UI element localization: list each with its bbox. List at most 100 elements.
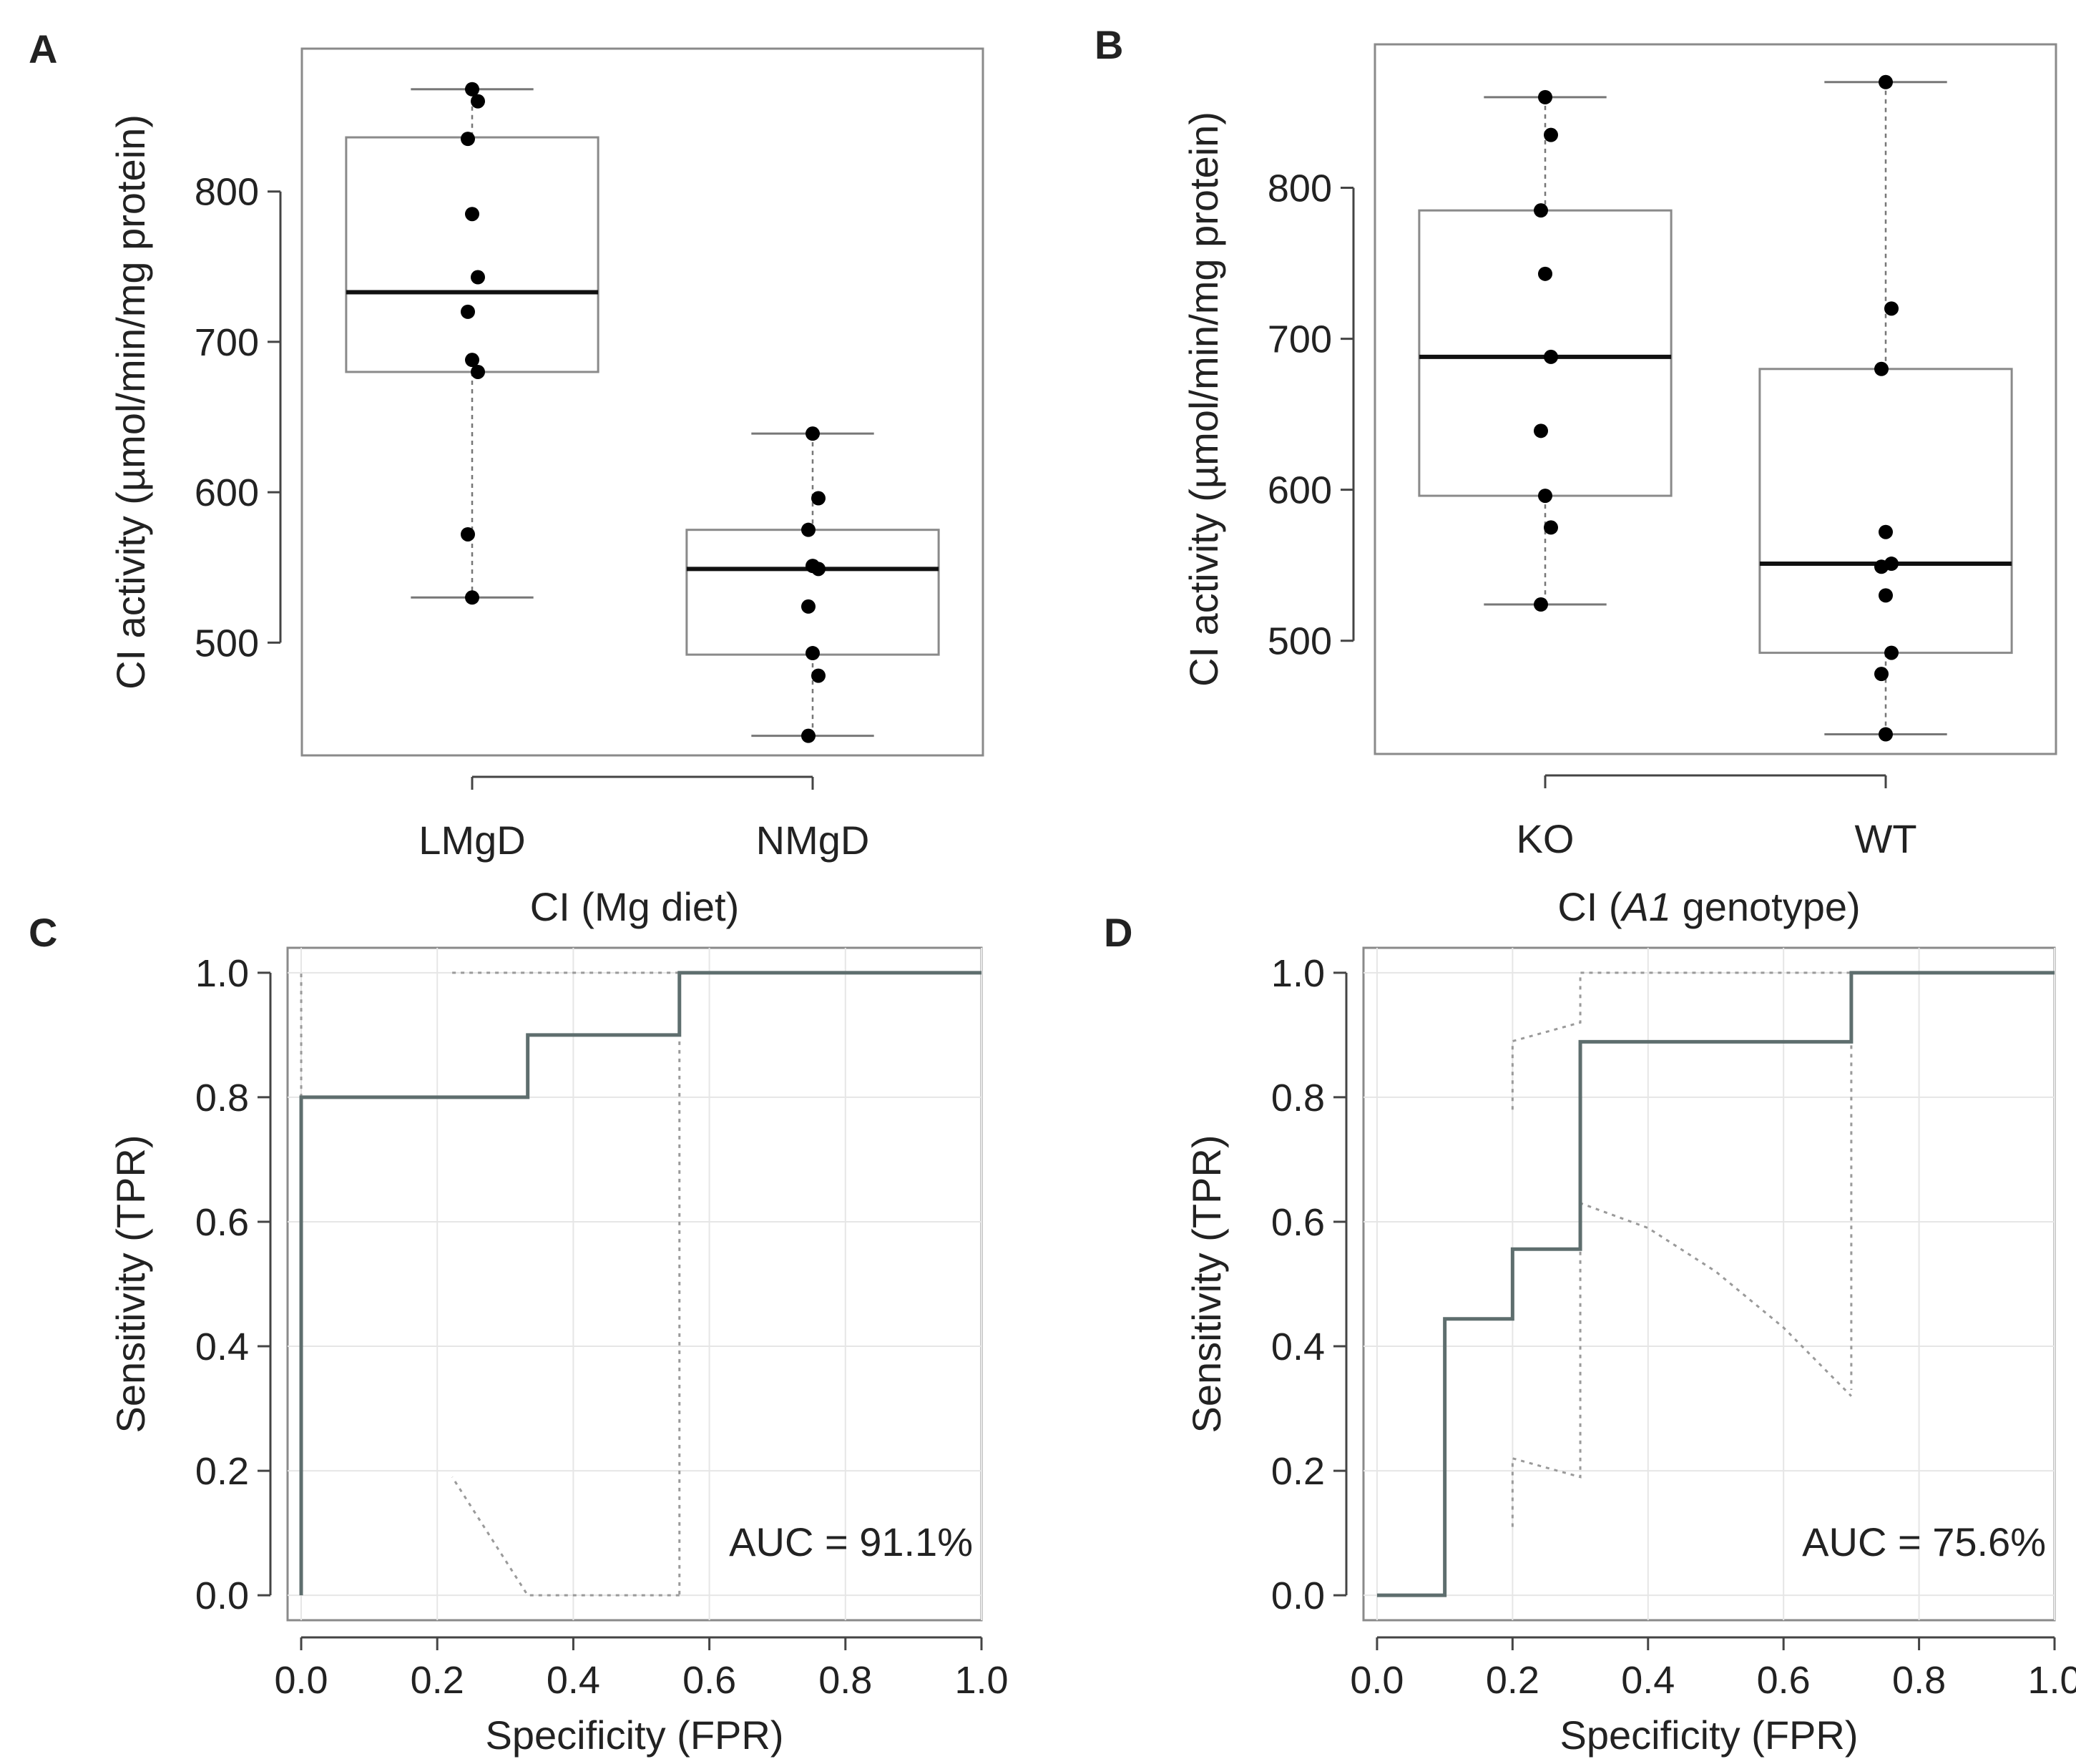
y-tick-label: 800 [1268, 167, 1332, 210]
title-part: genotype) [1671, 884, 1861, 929]
x-category-label: WT [1854, 816, 1916, 861]
panel-b: B 500 600 700 800 CI activity (µmol/min/mg pr… [1095, 22, 2057, 861]
data-point [1879, 588, 1893, 603]
y-tick-label: 1.0 [1271, 952, 1325, 995]
data-point [1879, 74, 1893, 89]
plot-frame [300, 47, 984, 757]
x-tick-label: 0.8 [1892, 1659, 1946, 1702]
plot-frame [1374, 43, 2057, 755]
y-tick-label: 0.4 [195, 1326, 249, 1368]
x-category-label: LMgD [418, 818, 525, 863]
y-tick-label: 0.0 [195, 1574, 249, 1617]
y-tick-label: 800 [195, 171, 259, 214]
panel-letter: B [1095, 22, 1123, 67]
y-tick-label: 500 [195, 622, 259, 665]
data-point [801, 599, 816, 614]
y-tick-label: 1.0 [195, 952, 249, 995]
panel-letter: C [29, 910, 57, 955]
y-tick-label: 600 [1268, 469, 1332, 512]
x-tick-label: 0.8 [818, 1659, 872, 1702]
data-point [1879, 727, 1893, 742]
x-axis-label: Specificity (FPR) [486, 1712, 784, 1758]
data-point [471, 94, 485, 109]
data-point [461, 304, 475, 319]
data-point [1874, 559, 1889, 574]
title-part: CI ( [1557, 884, 1622, 929]
data-point [461, 526, 475, 542]
data-point [1884, 645, 1899, 660]
x-tick-label: 0.0 [1350, 1659, 1404, 1702]
data-point [1538, 89, 1552, 104]
data-point [1544, 127, 1558, 142]
data-point [1534, 597, 1548, 612]
data-point [1544, 349, 1558, 364]
roc-curve [299, 971, 981, 1596]
panel-a: A 500 600 700 800 CI activity (µmol/min/mg pr… [29, 26, 984, 863]
plot-title: CI (Mg diet) [530, 884, 740, 929]
y-tick-label: 0.4 [1271, 1326, 1325, 1368]
y-tick-label: 0.2 [1271, 1450, 1325, 1493]
x-axis-label: Specificity (FPR) [1560, 1712, 1859, 1758]
x-tick-label: 0.6 [1757, 1659, 1811, 1702]
panel-c: C CI (Mg diet) 0.0 0.2 0.4 0.6 0.8 1.0 0.0 0.2 0.4… [29, 884, 1009, 1758]
data-point [461, 132, 475, 147]
x-tick-label: 0.4 [547, 1659, 600, 1702]
y-tick-label: 0.0 [1271, 1574, 1325, 1617]
data-point [1534, 203, 1548, 218]
data-point [1538, 489, 1552, 504]
data-point [1544, 520, 1558, 535]
data-point [806, 426, 820, 441]
data-point [801, 522, 816, 537]
title-part: CI (Mg diet) [530, 884, 740, 929]
y-tick-label: 0.2 [195, 1450, 249, 1493]
plot-title: CI (A1 genotype) [1557, 884, 1860, 929]
roc-curve [1376, 971, 2055, 1597]
box-nmgd [685, 432, 940, 738]
x-tick-label: 1.0 [954, 1659, 1008, 1702]
data-point [465, 353, 479, 368]
x-tick-label: 0.4 [1621, 1659, 1675, 1702]
data-point [465, 207, 479, 222]
data-point [465, 82, 479, 97]
data-point [1884, 301, 1899, 316]
data-point [1538, 266, 1552, 281]
y-tick-label: 700 [195, 321, 259, 364]
y-tick-label: 0.6 [1271, 1201, 1325, 1244]
y-tick-label: 500 [1268, 620, 1332, 663]
data-point [801, 728, 816, 743]
box-iqr [1758, 368, 2013, 655]
y-tick-label: 0.8 [195, 1077, 249, 1119]
y-axis-label: Sensitivity (TPR) [108, 1135, 153, 1434]
x-category-label: KO [1517, 816, 1575, 861]
y-axis-label: CI activity (µmol/min/mg protein) [1181, 112, 1226, 687]
data-point [471, 270, 485, 285]
panel-letter: A [29, 26, 57, 72]
data-point [1534, 423, 1548, 438]
data-point [1879, 524, 1893, 539]
confidence-band [451, 1476, 680, 1597]
data-point [811, 562, 826, 577]
y-axis-label: Sensitivity (TPR) [1184, 1135, 1229, 1434]
y-tick-label: 600 [195, 471, 259, 514]
y-tick-label: 0.8 [1271, 1077, 1325, 1119]
data-point [1874, 667, 1889, 682]
box-lmgd [345, 88, 599, 599]
x-tick-label: 1.0 [2027, 1659, 2076, 1702]
box-wt [1758, 81, 2013, 736]
y-tick-label: 0.6 [195, 1201, 249, 1244]
confidence-band [1511, 1201, 1852, 1527]
box-iqr [685, 529, 940, 656]
data-point [1874, 361, 1889, 376]
x-category-label: NMgD [756, 818, 870, 863]
panel-d: D CI (A1 genotype) 0.0 0.2 0.4 0.6 0.8 1.0 0.0 0.… [1104, 884, 2076, 1758]
data-point [471, 364, 485, 379]
x-tick-label: 0.6 [682, 1659, 736, 1702]
auc-annotation: AUC = 75.6% [1802, 1519, 2046, 1564]
box-iqr [345, 136, 599, 373]
x-tick-label: 0.2 [411, 1659, 464, 1702]
title-part: A1 [1620, 884, 1672, 929]
auc-annotation: AUC = 91.1% [729, 1519, 973, 1564]
x-tick-label: 0.0 [274, 1659, 328, 1702]
x-tick-label: 0.2 [1486, 1659, 1539, 1702]
